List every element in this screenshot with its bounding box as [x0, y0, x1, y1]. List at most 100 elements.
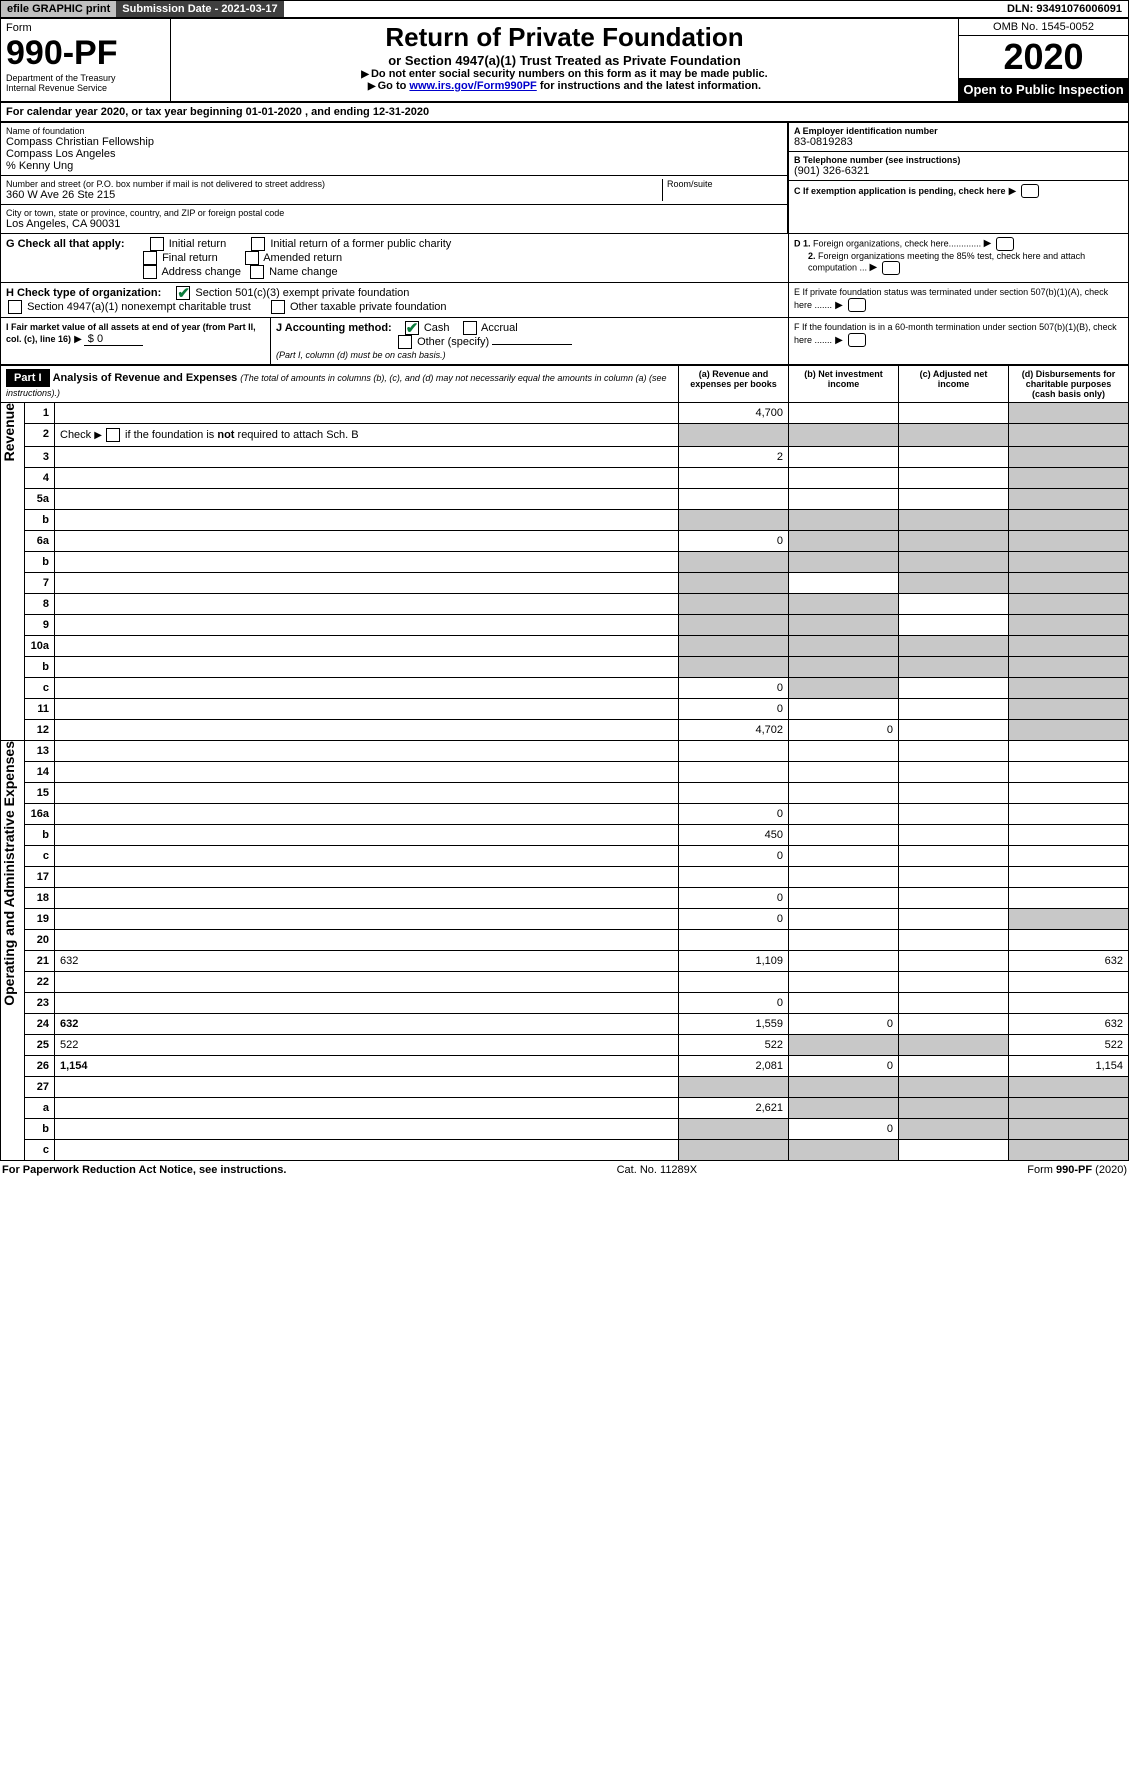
amount-cell — [899, 594, 1009, 615]
h-4947-checkbox[interactable] — [8, 300, 22, 314]
j-accrual-checkbox[interactable] — [463, 321, 477, 335]
e-checkbox[interactable] — [848, 298, 866, 312]
table-row: 216321,109632 — [1, 951, 1129, 972]
amount-cell — [1009, 636, 1129, 657]
addr-label: Number and street (or P.O. box number if… — [6, 179, 662, 189]
amount-cell — [789, 825, 899, 846]
amount-cell — [679, 468, 789, 489]
revenue-side-label: Revenue — [1, 403, 17, 461]
amount-cell: 0 — [679, 804, 789, 825]
table-row: 8 — [1, 594, 1129, 615]
name-label: Name of foundation — [6, 126, 782, 136]
g-name-checkbox[interactable] — [250, 265, 264, 279]
amount-cell — [899, 783, 1009, 804]
amount-cell — [899, 403, 1009, 424]
amount-cell: 0 — [679, 846, 789, 867]
amount-cell — [1009, 909, 1129, 930]
line-number: 26 — [25, 1056, 55, 1077]
g-address-checkbox[interactable] — [143, 265, 157, 279]
amount-cell — [899, 1035, 1009, 1056]
table-row: 246321,5590632 — [1, 1014, 1129, 1035]
amount-cell — [1009, 993, 1129, 1014]
line-number: 14 — [25, 762, 55, 783]
amount-cell — [899, 468, 1009, 489]
amount-cell: 2,621 — [679, 1098, 789, 1119]
line-description — [55, 447, 679, 468]
amount-cell — [1009, 888, 1129, 909]
amount-cell — [1009, 615, 1129, 636]
expenses-side-label: Operating and Administrative Expenses — [1, 741, 17, 1006]
line-number: 4 — [25, 468, 55, 489]
open-public: Open to Public Inspection — [959, 78, 1128, 101]
efile-label: efile GRAPHIC print — [1, 1, 116, 17]
amount-cell — [899, 867, 1009, 888]
d1-checkbox[interactable] — [996, 237, 1014, 251]
table-row: a2,621 — [1, 1098, 1129, 1119]
form-header: Form 990-PF Department of the Treasury I… — [0, 18, 1129, 102]
ein-value: 83-0819283 — [794, 136, 1123, 148]
h-501c3-checkbox[interactable] — [176, 286, 190, 300]
d2-checkbox[interactable] — [882, 261, 900, 275]
amount-cell — [899, 424, 1009, 447]
g-initial-former-checkbox[interactable] — [251, 237, 265, 251]
amount-cell — [789, 615, 899, 636]
j-other-checkbox[interactable] — [398, 335, 412, 349]
line-description: 1,154 — [55, 1056, 679, 1077]
amount-cell — [899, 552, 1009, 573]
amount-cell: 522 — [1009, 1035, 1129, 1056]
amount-cell — [679, 573, 789, 594]
line-description — [55, 510, 679, 531]
instr-line2: Go to www.irs.gov/Form990PF for instruct… — [176, 80, 953, 92]
line-number: 19 — [25, 909, 55, 930]
table-row: 10a — [1, 636, 1129, 657]
line-number: 10a — [25, 636, 55, 657]
footer-left: For Paperwork Reduction Act Notice, see … — [2, 1164, 286, 1176]
line-description: 632 — [55, 1014, 679, 1035]
line-number: 2 — [25, 424, 55, 447]
amount-cell — [1009, 1077, 1129, 1098]
amount-cell — [789, 888, 899, 909]
f-checkbox[interactable] — [848, 333, 866, 347]
line-description — [55, 888, 679, 909]
g-final-checkbox[interactable] — [143, 251, 157, 265]
amount-cell — [899, 1077, 1009, 1098]
line-description — [55, 636, 679, 657]
amount-cell — [899, 951, 1009, 972]
amount-cell — [679, 1077, 789, 1098]
amount-cell — [1009, 825, 1129, 846]
line-number: 13 — [25, 741, 55, 762]
amount-cell — [1009, 699, 1129, 720]
line-number: 7 — [25, 573, 55, 594]
h-other-checkbox[interactable] — [271, 300, 285, 314]
line-description: Check if the foundation is not required … — [55, 424, 679, 447]
amount-cell — [789, 447, 899, 468]
period-end: 12-31-2020 — [373, 106, 429, 118]
amount-cell — [899, 1056, 1009, 1077]
j-cash-checkbox[interactable] — [405, 321, 419, 335]
amount-cell — [899, 678, 1009, 699]
table-row: b0 — [1, 1119, 1129, 1140]
amount-cell: 0 — [679, 993, 789, 1014]
g-amended-checkbox[interactable] — [245, 251, 259, 265]
amount-cell — [789, 573, 899, 594]
amount-cell: 2,081 — [679, 1056, 789, 1077]
foundation-name2: Compass Los Angeles — [6, 148, 782, 160]
amount-cell — [899, 888, 1009, 909]
table-row: c — [1, 1140, 1129, 1161]
amount-cell — [1009, 1140, 1129, 1161]
g-initial-checkbox[interactable] — [150, 237, 164, 251]
instr-line1: Do not enter social security numbers on … — [176, 68, 953, 80]
care-of: % Kenny Ung — [6, 160, 782, 172]
phone-label: B Telephone number (see instructions) — [794, 155, 1123, 165]
c-checkbox[interactable] — [1021, 184, 1039, 198]
irs-link[interactable]: www.irs.gov/Form990PF — [409, 80, 536, 92]
table-row: 230 — [1, 993, 1129, 1014]
amount-cell — [789, 783, 899, 804]
line-description — [55, 804, 679, 825]
amount-cell: 0 — [789, 1056, 899, 1077]
amount-cell — [899, 720, 1009, 741]
table-row: 180 — [1, 888, 1129, 909]
d2-label: 2. Foreign organizations meeting the 85%… — [794, 251, 1123, 275]
amount-cell — [789, 867, 899, 888]
amount-cell — [899, 993, 1009, 1014]
